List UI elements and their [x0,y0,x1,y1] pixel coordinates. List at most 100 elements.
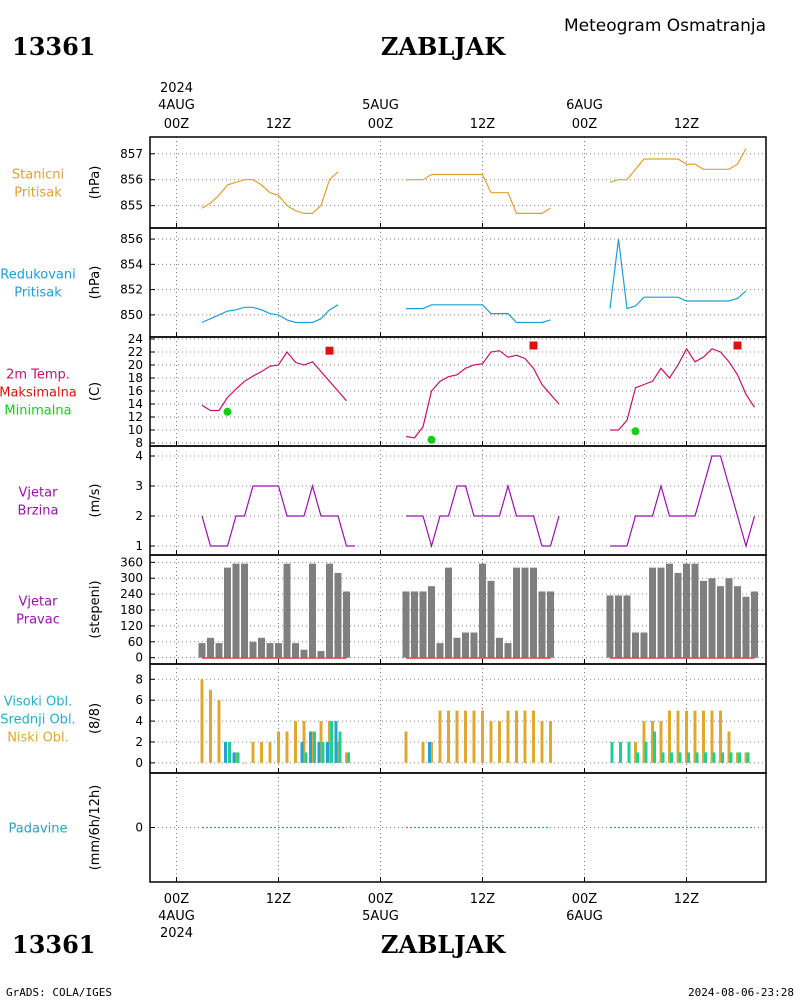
y-tick-label: 4 [135,714,143,728]
y-tick-label: 4 [135,449,143,463]
cloud-bar [702,710,705,763]
cloud-bar [678,752,682,763]
direction-bar [258,637,265,658]
top-date-label: 4AUG [158,98,195,113]
top-hour-label: 12Z [470,117,496,132]
direction-bar [283,563,291,658]
y-axis-label: (8/8) [88,703,103,734]
direction-bar [275,643,282,658]
direction-bar [436,643,444,658]
y-tick-label: 120 [120,619,143,633]
y-tick-label: 2 [135,509,143,523]
cloud-bar [464,710,467,763]
cloud-bar [260,741,263,763]
direction-bar [249,641,257,658]
panel-label: Pritisak [14,186,62,201]
direction-bar [487,580,495,658]
direction-bar [224,567,231,658]
cloud-bar [321,741,325,763]
cloud-bar [317,741,321,763]
direction-bar [649,567,656,658]
panel-label: Pravac [16,613,60,628]
cloud-bar [627,741,631,763]
cloud-bar [302,721,306,763]
cloud-bar [704,752,707,763]
y-tick-label: 60 [128,635,143,649]
cloud-bar [653,731,656,763]
cloud-bar [404,731,408,763]
series-line [610,455,756,549]
cloud-bar [636,752,639,763]
direction-bar [343,591,350,658]
cloud-bar [226,762,229,764]
y-tick-label: 0 [135,756,143,770]
top-time-axis: 2024 4AUG 00Z 12Z 5AUG 00Z 12Z 6AUG 00Z 12Z [158,81,699,132]
bottom-hour-label: 00Z [164,892,190,907]
series-line [609,148,747,183]
cloud-bar [659,721,663,763]
cloud-bar [330,721,333,763]
cloud-bar [515,710,518,763]
direction-bar [419,591,427,658]
cloud-bar [634,741,637,763]
panel-frame [149,136,767,229]
bottom-hour-label: 00Z [572,892,598,907]
y-tick-label: 856 [120,232,143,246]
top-year-label: 2024 [160,81,193,96]
panel-label: Padavine [9,822,68,837]
cloud-bar [217,700,221,763]
cloud-bar [209,689,212,763]
footer-credit: GrADS: COLA/IGES [6,986,112,999]
direction-bar [496,637,503,658]
cloud-bar [727,731,731,763]
direction-bar [309,563,316,658]
cloud-bar [328,721,331,763]
cloud-bar [438,710,442,763]
direction-bar [292,643,299,658]
cloud-bar [334,721,338,763]
y-tick-label: 2 [135,735,143,749]
top-hour-label: 12Z [266,117,292,132]
cloud-bar [447,710,450,763]
direction-bar [326,563,333,658]
cloud-bar [428,741,431,763]
series-line [406,173,551,214]
direction-bar [657,567,665,658]
cloud-bar [676,710,680,763]
y-tick-label: 0 [135,651,143,665]
direction-bar [513,567,520,658]
y-tick-label: 18 [128,371,143,385]
chart-subtitle: Meteogram Osmatranja [564,16,766,36]
y-tick-label: 12 [128,410,143,424]
y-tick-label: 180 [120,603,143,617]
panel-stanicni: 855 856 857 Stanicni Pritisak (hPa) [12,136,767,229]
bottom-time-axis: 00Z 4AUG 2024 12Z 00Z 5AUG 12Z 00Z 6AUG 12Z [158,892,699,941]
direction-bar [615,595,622,658]
direction-bar [428,586,435,658]
top-date-label: 5AUG [362,98,399,113]
cloud-bar [532,710,535,763]
tmin-marker [223,407,232,416]
direction-bar [504,643,512,658]
y-tick-label: 14 [128,397,143,411]
y-tick-label: 1 [135,539,143,553]
cloud-bar [421,741,425,763]
y-tick-label: 855 [120,199,143,213]
cloud-bar [481,710,484,763]
panel-redukovani: 850 852 854 856 Redukovani Pritisak (hPa) [0,227,767,338]
direction-bar [751,591,758,658]
direction-bar [453,637,461,658]
station-id-bottom: 13361 [12,930,96,959]
y-axis-label: (hPa) [88,266,103,300]
cloud-bar [336,741,340,763]
direction-bar [479,563,486,658]
cloud-bar [294,721,297,763]
direction-bar [300,649,308,658]
cloud-bar [430,741,433,763]
bottom-date-label: 5AUG [362,909,399,924]
cloud-bar [729,752,733,763]
direction-bar [521,567,529,658]
